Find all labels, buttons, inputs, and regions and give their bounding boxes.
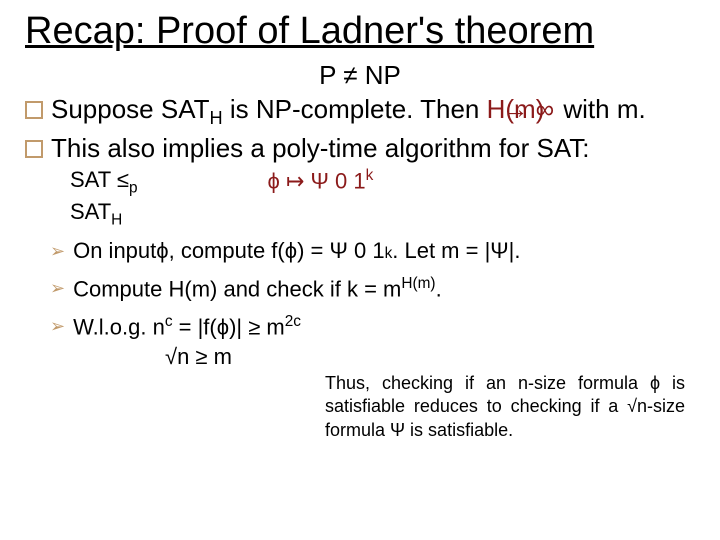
s2: Compute H(m) and check if k = m: [73, 276, 401, 301]
sat-reduction: SAT ≤p SATH: [70, 166, 138, 229]
t2: is NP-complete. Then: [223, 94, 487, 124]
assumption-line: P ≠ NP: [25, 60, 695, 91]
triangle-icon: ➢: [50, 240, 65, 263]
me: ϕ ↦ Ψ 0 1: [268, 168, 366, 193]
s1phi2: ϕ: [285, 237, 297, 266]
bullet-square-icon: [25, 101, 43, 119]
bullet-square-icon-2: [25, 140, 43, 158]
bullet-this-text: This also implies a poly-time algorithm …: [51, 132, 589, 165]
map-equation: ϕ ↦ Ψ 0 1k: [268, 166, 374, 229]
step3-text: W.l.o.g. nc = |f(ϕ)| ≥ m2c: [73, 312, 301, 342]
arrow-inf: → ∞: [502, 94, 554, 124]
triangle-icon-2: ➢: [50, 277, 65, 300]
t1: Suppose SAT: [51, 94, 210, 124]
s1b: , compute f(: [169, 237, 285, 266]
s1d: . Let m = |Ψ|.: [392, 237, 520, 266]
bullet-suppose-text: Suppose SATH is NP-complete. Then H(m)→ …: [51, 93, 646, 130]
bullet-suppose: Suppose SATH is NP-complete. Then H(m)→ …: [25, 93, 695, 130]
step2-text: Compute H(m) and check if k = mH(m).: [73, 274, 442, 304]
sub-h: H: [210, 108, 223, 128]
step-2: ➢ Compute H(m) and check if k = mH(m).: [50, 274, 695, 304]
s3phi: ϕ: [217, 314, 229, 339]
s3a: W.l.o.g. n: [73, 314, 165, 339]
s1c: ) = Ψ 0 1: [297, 237, 384, 266]
mk: k: [366, 167, 374, 184]
sb: SAT: [70, 199, 111, 224]
s1phi: ϕ: [156, 237, 168, 266]
s2d: .: [436, 276, 442, 301]
s3c: c: [165, 313, 173, 330]
s3d: )| ≥ m: [229, 314, 285, 339]
sa: SAT ≤: [70, 167, 129, 192]
reduction-line: SAT ≤p SATH ϕ ↦ Ψ 0 1k: [70, 166, 695, 229]
triangle-icon-3: ➢: [50, 315, 65, 338]
sp: p: [129, 180, 138, 197]
s32c: 2c: [285, 313, 301, 330]
sh: H: [111, 211, 122, 228]
s1k: k: [385, 244, 393, 264]
sqrt-line: √n ≥ m: [165, 344, 695, 370]
step1-text: On input ϕ , compute f( ϕ ) = Ψ 0 1k . L…: [73, 237, 520, 266]
s3b: = |f(: [173, 314, 217, 339]
page-title: Recap: Proof of Ladner's theorem: [25, 10, 695, 54]
s2e: H(m): [401, 275, 435, 292]
t3: with m.: [556, 94, 646, 124]
step-1: ➢ On input ϕ , compute f( ϕ ) = Ψ 0 1k .…: [50, 237, 695, 266]
bullet-this: This also implies a poly-time algorithm …: [25, 132, 695, 165]
s1a: On input: [73, 237, 156, 266]
step-3: ➢ W.l.o.g. nc = |f(ϕ)| ≥ m2c: [50, 312, 695, 342]
thus-block: Thus, checking if an n-size formula ϕ is…: [325, 372, 685, 442]
